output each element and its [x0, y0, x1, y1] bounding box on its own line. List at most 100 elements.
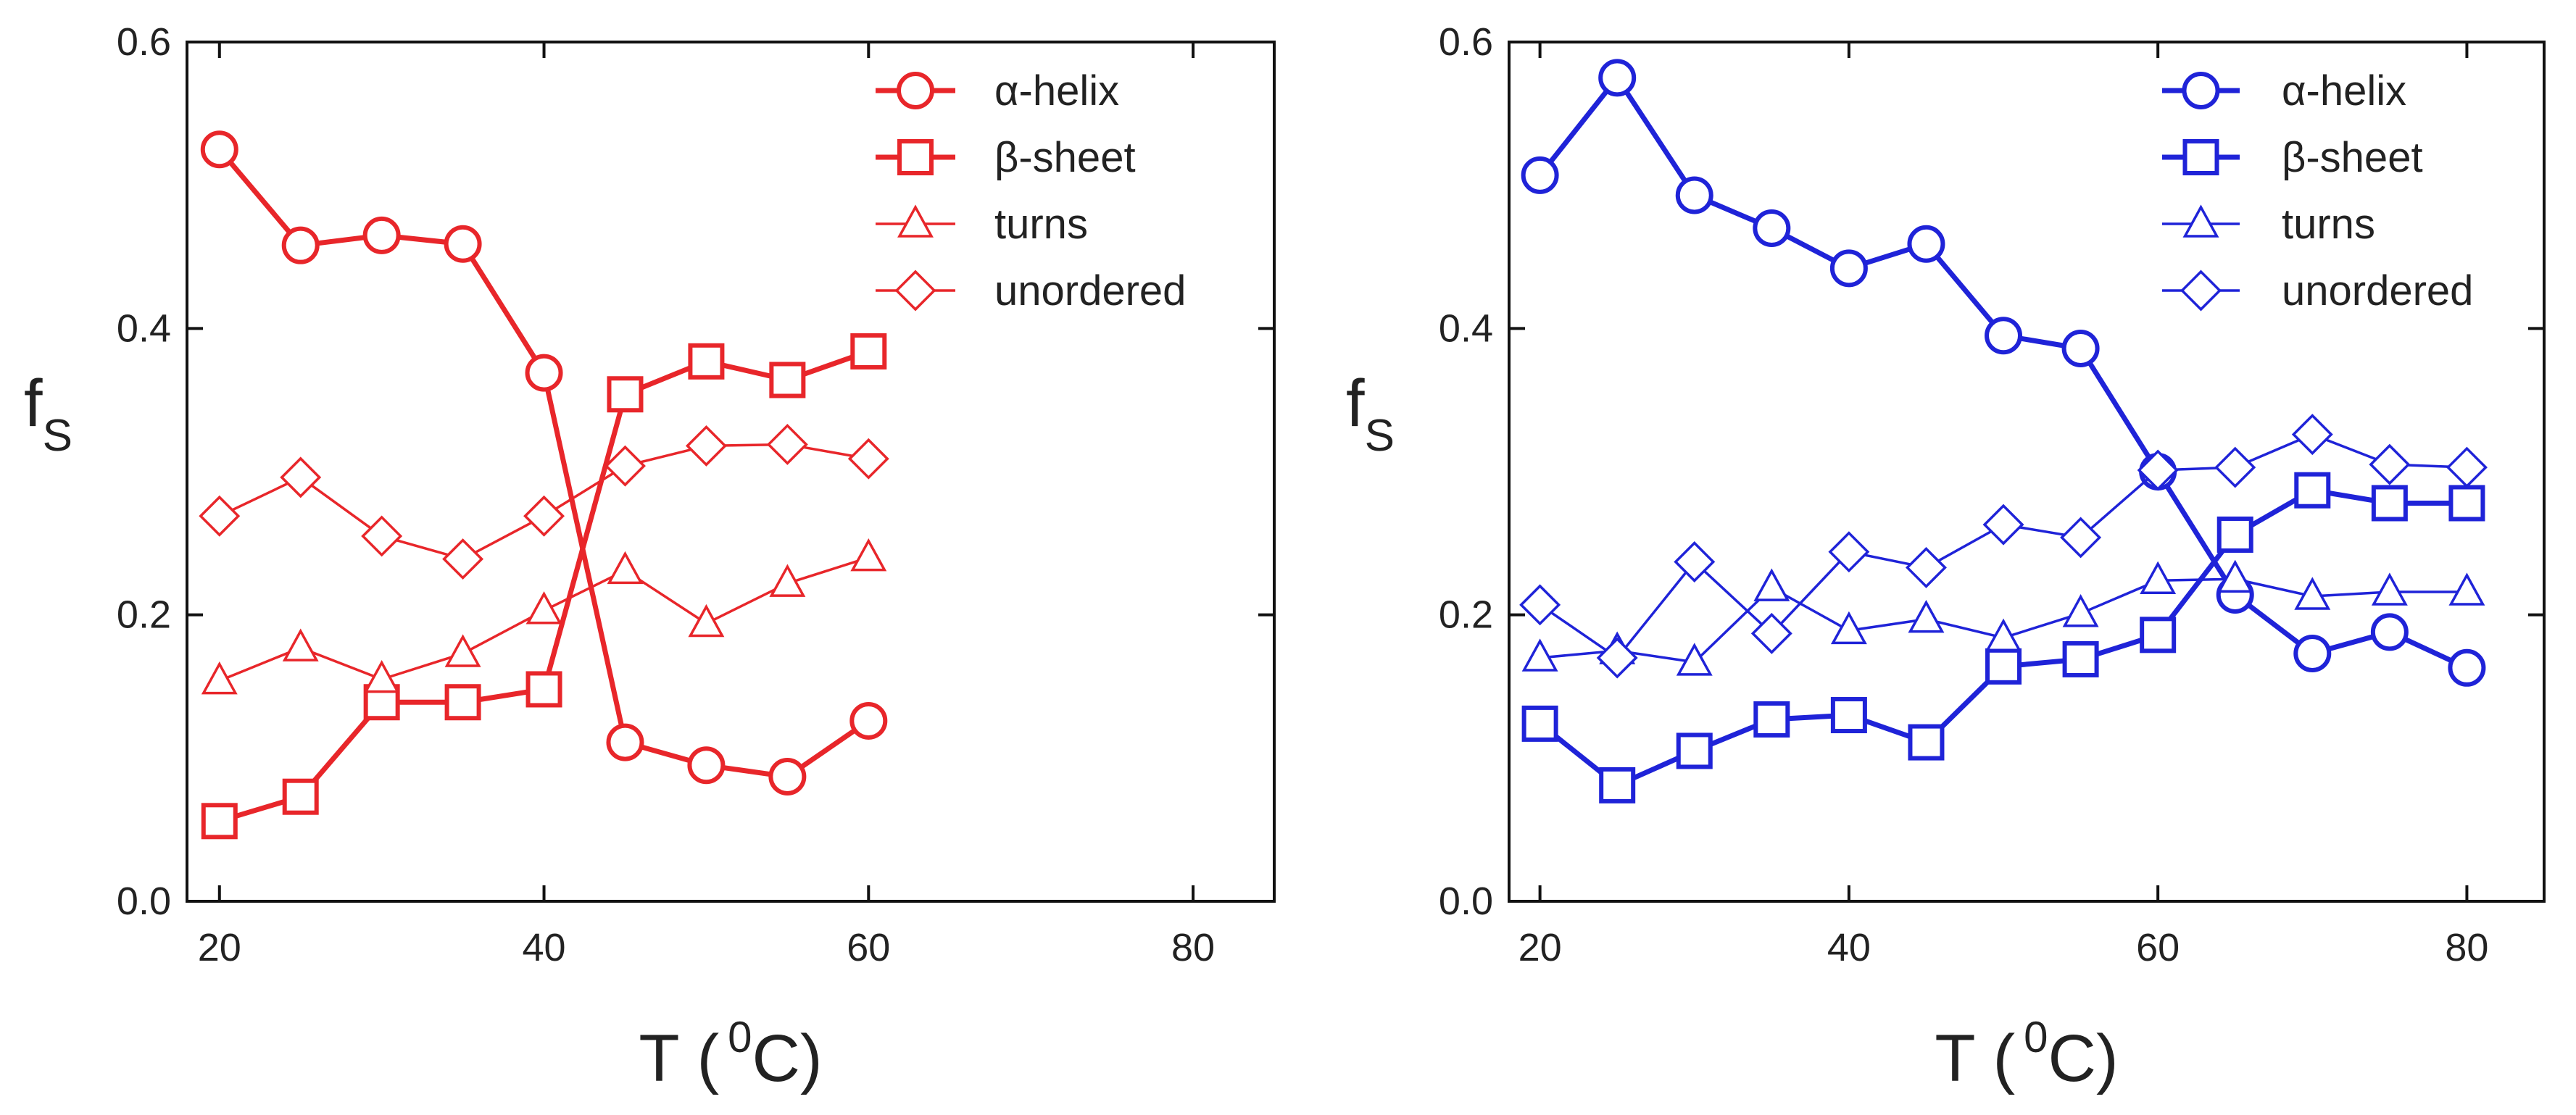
y-tick-label: 0.2 — [1439, 593, 1493, 637]
data-point-diamond — [1828, 531, 1870, 573]
data-point-triangle — [201, 661, 238, 695]
data-point-square — [1599, 767, 1636, 803]
data-point-diamond — [766, 423, 808, 465]
legend-label: turns — [994, 201, 1088, 248]
data-point-diamond — [1750, 612, 1792, 654]
data-point-triangle — [1908, 599, 1945, 633]
data-point-triangle — [2371, 572, 2408, 606]
data-point-triangle — [1521, 638, 1558, 672]
data-point-triangle — [2140, 561, 2177, 594]
y-axis-label: fS — [24, 367, 72, 461]
data-point-diamond — [523, 495, 565, 537]
data-point-square — [201, 803, 238, 840]
x-axis-label-superscript: 0 — [728, 1013, 752, 1061]
data-point-triangle — [2448, 572, 2485, 606]
legend-label: turns — [2282, 201, 2375, 248]
data-point-square — [282, 778, 319, 815]
data-point-triangle — [2216, 559, 2253, 593]
data-point-triangle — [2294, 577, 2331, 610]
y-tick-label: 0.4 — [117, 306, 171, 350]
data-point-diamond — [280, 456, 322, 498]
data-point-triangle — [607, 551, 644, 585]
y-axis-label-subscript: S — [1365, 411, 1395, 461]
data-point-circle — [2448, 648, 2486, 687]
data-point-circle — [849, 701, 888, 740]
y-tick-label: 0.0 — [117, 880, 171, 923]
legend-entry: α-helix — [2162, 67, 2406, 114]
data-point-diamond — [2137, 449, 2179, 491]
data-point-circle — [281, 226, 320, 264]
chart-panel-2: 0.00.20.40.620 40 60 80T (0C)fSα-helixβ-she… — [1346, 20, 2546, 1095]
data-point-circle — [1521, 156, 1559, 194]
legend-entry: β-sheet — [876, 134, 1136, 181]
series-diamond — [199, 423, 889, 580]
data-point-circle — [1985, 317, 2023, 355]
data-point-circle — [525, 354, 563, 392]
data-point-square — [850, 333, 887, 369]
data-point-circle — [1829, 249, 1868, 288]
data-point-circle — [444, 225, 482, 263]
data-point-diamond — [847, 438, 889, 480]
legend-label: β-sheet — [2282, 134, 2423, 181]
x-tick-label: 20 — [1518, 926, 1562, 969]
data-point-diamond — [685, 425, 727, 467]
x-axis-label: T (0C) — [639, 1013, 822, 1095]
data-point-diamond — [199, 495, 241, 537]
y-tick-label: 0.0 — [1439, 880, 1493, 923]
data-point-circle — [687, 746, 726, 785]
data-point-diamond — [1982, 504, 2024, 546]
data-point-triangle — [525, 591, 562, 625]
data-point-square — [769, 362, 806, 398]
data-point-diamond — [442, 538, 484, 580]
x-tick-label: 80 — [1171, 926, 1215, 969]
legend-marker-triangle — [897, 204, 934, 238]
x-tick-label: 20 — [198, 926, 241, 969]
data-point-triangle — [282, 628, 319, 661]
data-point-circle — [2061, 330, 2100, 368]
y-tick-label: 0.2 — [117, 593, 171, 637]
data-point-circle — [1753, 209, 1791, 247]
data-point-square — [525, 671, 562, 708]
legend-marker-diamond — [894, 270, 936, 312]
legend-marker-square — [897, 139, 934, 175]
data-point-circle — [1907, 225, 1945, 263]
data-point-square — [2448, 485, 2485, 522]
legend-entry: turns — [2162, 201, 2375, 248]
y-tick-label: 0.6 — [117, 20, 171, 64]
chart-panel-1: 0.00.20.40.620 40 60 80T (0C)fSα-helixβ-she… — [24, 20, 1276, 1095]
data-point-square — [2216, 516, 2253, 553]
series-diamond — [1519, 414, 2488, 679]
legend-label: unordered — [994, 267, 1186, 314]
series-line — [218, 348, 870, 824]
data-point-triangle — [1753, 568, 1790, 601]
legend-label: α-helix — [994, 67, 1119, 114]
y-axis-label-main: f — [24, 367, 43, 440]
y-tick-label: 0.4 — [1439, 306, 1493, 350]
data-point-triangle — [363, 659, 400, 693]
series-circle — [200, 130, 888, 796]
data-point-circle — [606, 723, 644, 761]
data-point-square — [1908, 724, 1945, 761]
legend-entry: turns — [876, 201, 1088, 248]
data-point-square — [2371, 485, 2408, 522]
x-tick-label: 40 — [522, 926, 565, 969]
data-point-square — [1985, 648, 2022, 685]
data-point-triangle — [850, 538, 887, 572]
data-point-diamond — [2060, 517, 2102, 559]
legend-marker-circle — [2182, 72, 2220, 109]
data-point-circle — [768, 758, 807, 796]
data-point-square — [1753, 701, 1790, 738]
data-point-diamond — [2291, 414, 2333, 456]
data-point-square — [688, 343, 725, 380]
legend-entry: β-sheet — [2162, 134, 2423, 181]
data-point-diamond — [2369, 443, 2411, 485]
plot-frame — [1508, 41, 2546, 903]
x-tick-label: 60 — [847, 926, 890, 969]
data-point-diamond — [1905, 546, 1947, 588]
y-axis-label-subscript: S — [43, 411, 72, 461]
legend-label: unordered — [2282, 267, 2473, 314]
data-point-circle — [1598, 59, 1637, 97]
legend-entry: α-helix — [876, 67, 1119, 114]
data-point-square — [2062, 640, 2099, 677]
